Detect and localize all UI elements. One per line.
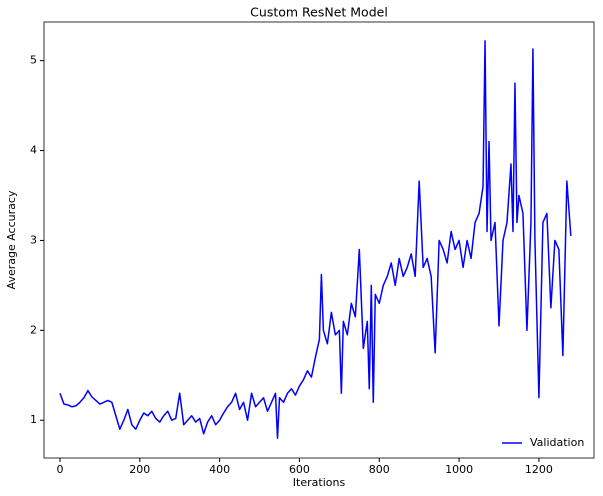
x-tick-label: 1200 — [525, 463, 553, 476]
y-tick-label: 4 — [30, 144, 37, 157]
x-tick-label: 0 — [56, 463, 63, 476]
data-line — [59, 40, 572, 439]
y-tick-label: 3 — [30, 233, 37, 246]
x-tick-label: 800 — [369, 463, 390, 476]
x-tick-label: 200 — [129, 463, 150, 476]
x-tick-label: 400 — [209, 463, 230, 476]
legend-label: Validation — [530, 436, 584, 449]
x-tick-label: 1000 — [445, 463, 473, 476]
x-axis-label: Iterations — [293, 476, 346, 489]
y-axis-label: Average Accuracy — [5, 190, 18, 289]
x-tick-label: 600 — [289, 463, 310, 476]
plot-frame — [43, 21, 595, 459]
chart-title: Custom ResNet Model — [250, 5, 388, 20]
y-tick-label: 1 — [30, 413, 37, 426]
y-tick-label: 2 — [30, 323, 37, 336]
y-tick-label: 5 — [30, 54, 37, 67]
